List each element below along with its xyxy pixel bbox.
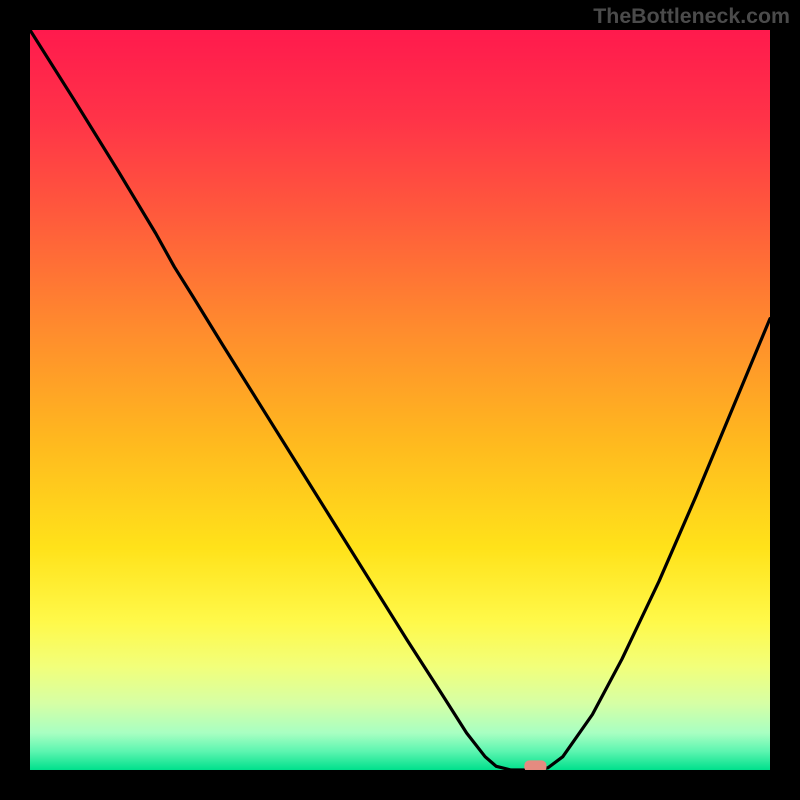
chart-svg: [0, 0, 800, 800]
gradient-background: [30, 30, 770, 770]
chart-stage: TheBottleneck.com: [0, 0, 800, 800]
